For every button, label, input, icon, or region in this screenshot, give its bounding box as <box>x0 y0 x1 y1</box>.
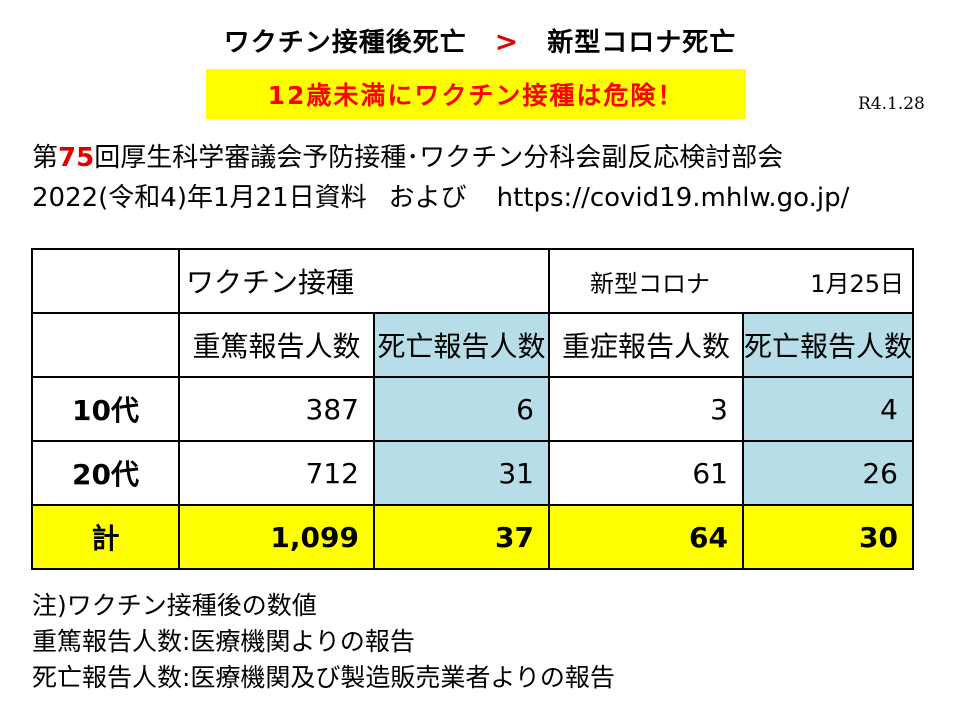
notes: 注)ワクチン接種後の数値 重篤報告人数:医療機関よりの報告 死亡報告人数:医療機… <box>32 588 615 696</box>
cell-corona-severe: 3 <box>549 377 743 441</box>
note-line: 重篤報告人数:医療機関よりの報告 <box>32 624 615 660</box>
column-header-row: 重篤報告人数 死亡報告人数 重症報告人数 死亡報告人数 <box>32 313 913 377</box>
col-vaccine-serious: 重篤報告人数 <box>179 313 374 377</box>
table-row: 10代 387 6 3 4 <box>32 377 913 441</box>
source-line-1: 第75回厚生科学審議会予防接種･ワクチン分科会副反応検討部会 <box>32 137 783 174</box>
comparison-table: ワクチン接種 新型コロナ 1月25日 重篤報告人数 死亡報告人数 重症報告人数 … <box>31 248 914 570</box>
total-vaccine-death: 37 <box>374 505 549 569</box>
cell-vaccine-death: 31 <box>374 441 549 505</box>
row-label-teens: 10代 <box>32 377 179 441</box>
date-stamp: R4.1.28 <box>858 94 925 114</box>
group-header-row: ワクチン接種 新型コロナ 1月25日 <box>32 249 913 313</box>
source-and: および <box>389 183 467 213</box>
total-corona-death: 30 <box>743 505 913 569</box>
corona-group-label: 新型コロナ <box>590 264 710 299</box>
corner-cell <box>32 249 179 313</box>
cell-corona-death: 4 <box>743 377 913 441</box>
cell-vaccine-serious: 387 <box>179 377 374 441</box>
corona-group-header: 新型コロナ 1月25日 <box>549 249 913 313</box>
headline-corona-death: 新型コロナ死亡 <box>547 28 736 58</box>
greater-than-symbol: > <box>495 25 519 58</box>
total-vaccine-serious: 1,099 <box>179 505 374 569</box>
col-corona-severe: 重症報告人数 <box>549 313 743 377</box>
cell-corona-death: 26 <box>743 441 913 505</box>
headline: ワクチン接種後死亡 > 新型コロナ死亡 <box>0 22 960 59</box>
col-vaccine-death: 死亡報告人数 <box>374 313 549 377</box>
note-line: 死亡報告人数:医療機関及び製造販売業者よりの報告 <box>32 660 615 696</box>
headline-vaccine-death: ワクチン接種後死亡 <box>224 28 467 58</box>
source-committee: 回厚生科学審議会予防接種･ワクチン分科会副反応検討部会 <box>94 143 783 173</box>
cell-corona-severe: 61 <box>549 441 743 505</box>
corona-group-date: 1月25日 <box>810 264 904 299</box>
cell-vaccine-death: 6 <box>374 377 549 441</box>
session-number: 75 <box>58 143 94 173</box>
note-line: 注)ワクチン接種後の数値 <box>32 588 615 624</box>
total-row: 計 1,099 37 64 30 <box>32 505 913 569</box>
total-corona-severe: 64 <box>549 505 743 569</box>
table-row: 20代 712 31 61 26 <box>32 441 913 505</box>
source-url[interactable]: https://covid19.mhlw.go.jp/ <box>497 183 850 213</box>
row-label-twenties: 20代 <box>32 441 179 505</box>
vaccine-group-header: ワクチン接種 <box>179 249 549 313</box>
warning-banner: 12歳未満にワクチン接種は危険！ <box>206 69 746 119</box>
col-corona-death: 死亡報告人数 <box>743 313 913 377</box>
source-prefix: 第 <box>32 143 58 173</box>
corner-cell-2 <box>32 313 179 377</box>
row-label-total: 計 <box>32 505 179 569</box>
source-line-2: 2022(令和4)年1月21日資料 および https://covid19.mhlw… <box>32 177 849 214</box>
cell-vaccine-serious: 712 <box>179 441 374 505</box>
source-date: 2022(令和4)年1月21日資料 <box>32 183 367 213</box>
